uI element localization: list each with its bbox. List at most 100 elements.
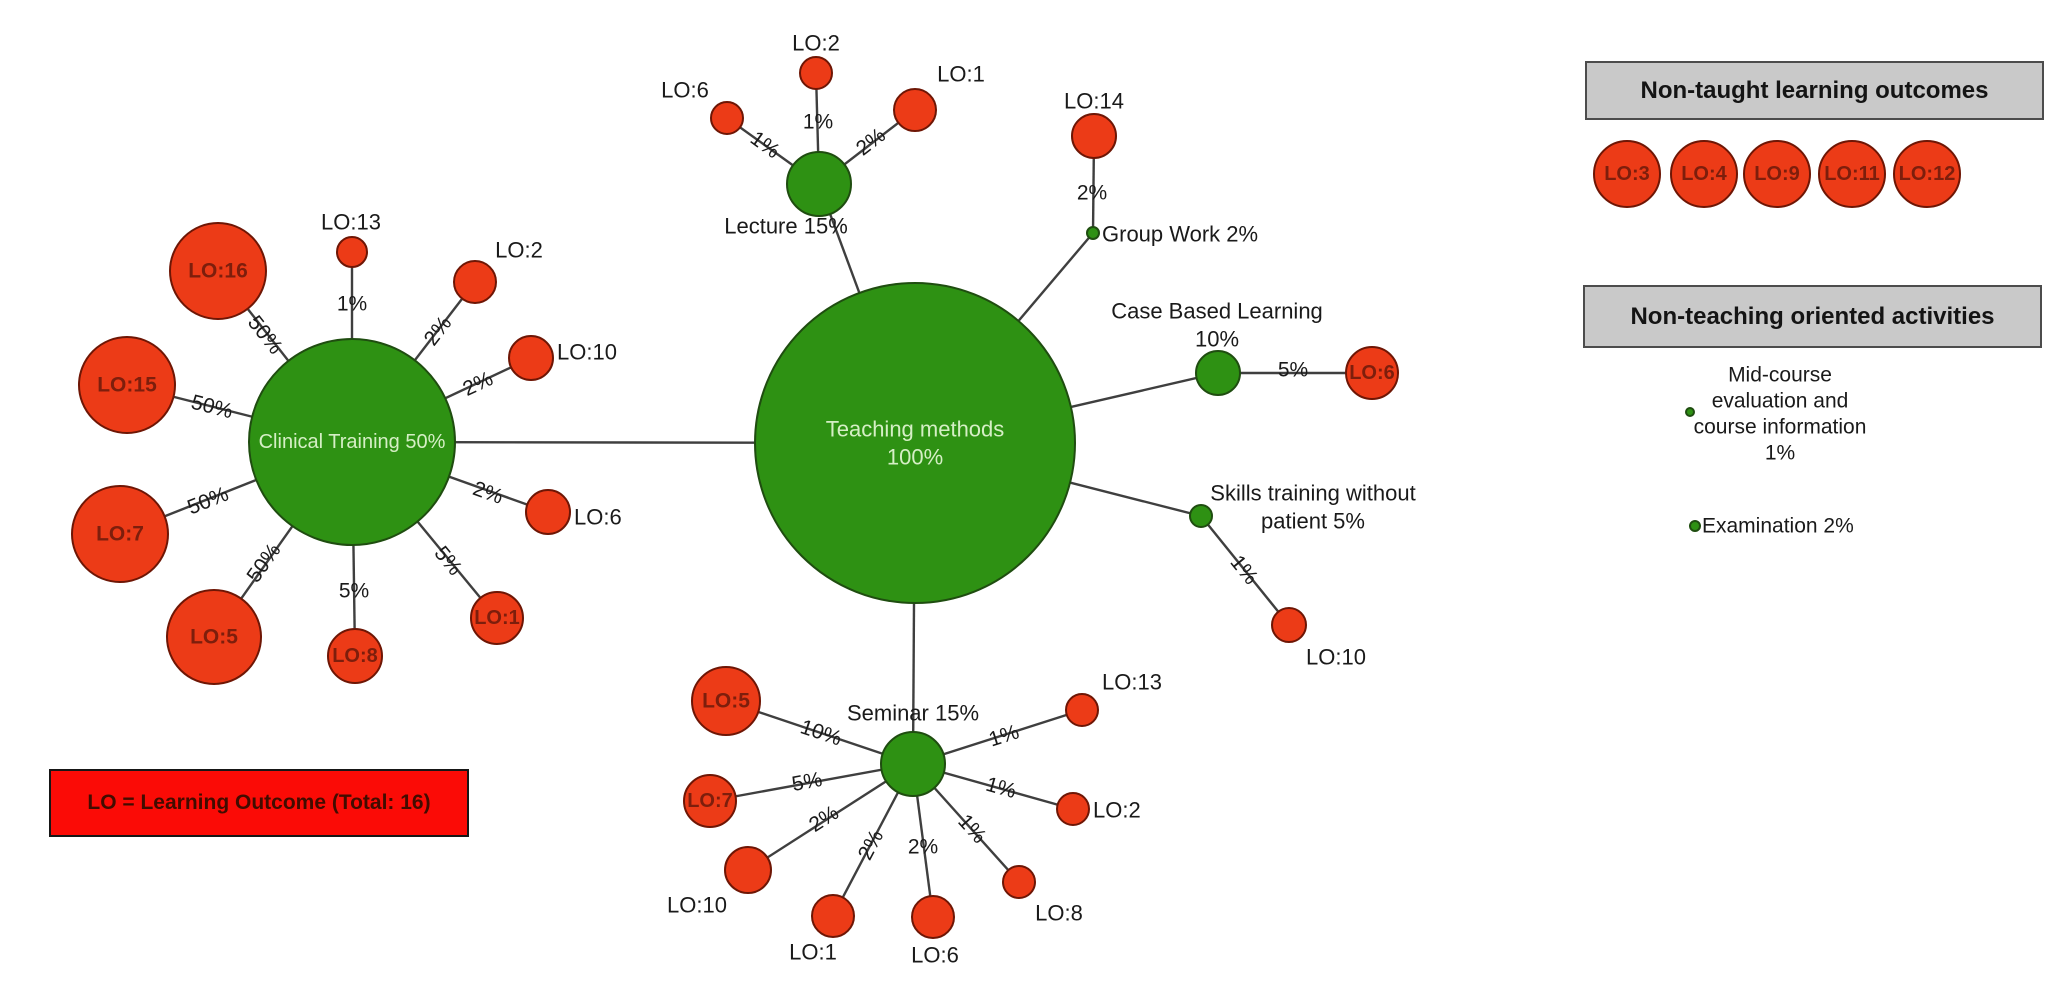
node-se-lo2 xyxy=(1056,792,1090,826)
edge-label-seminar-se-lo5: 10% xyxy=(797,715,844,750)
edge-skills-s-lo10 xyxy=(1200,515,1290,626)
node-label-midcourse-line1: Mid-course xyxy=(1728,364,1832,387)
node-examination xyxy=(1689,520,1701,532)
node-label-se-lo13: LO:13 xyxy=(1102,670,1162,695)
node-label-teaching-line2: 100% xyxy=(887,445,943,470)
node-groupwork xyxy=(1086,226,1100,240)
node-g-lo14 xyxy=(1071,113,1117,159)
node-skills xyxy=(1189,504,1213,528)
node-se-lo13 xyxy=(1065,693,1099,727)
node-label-c-lo8: LO:8 xyxy=(332,645,378,667)
non-teaching-panel-header: Non-teaching oriented activities xyxy=(1583,285,2042,348)
edge-label-groupwork-g-lo14: 2% xyxy=(1077,182,1107,205)
node-c-lo6 xyxy=(525,489,571,535)
node-label-seminar: Seminar 15% xyxy=(847,701,979,726)
non-taught-panel-header: Non-taught learning outcomes xyxy=(1585,61,2044,120)
node-label-c-lo16: LO:16 xyxy=(188,260,248,283)
edge-label-skills-s-lo10: 1% xyxy=(1226,551,1263,589)
node-c-lo2 xyxy=(453,260,497,304)
node-label-nt-lo12: LO:12 xyxy=(1899,163,1956,185)
node-seminar xyxy=(880,731,946,797)
node-se-lo1 xyxy=(811,894,855,938)
node-c-lo1 xyxy=(470,591,524,645)
edge-seminar-se-lo7 xyxy=(709,762,914,803)
edge-label-clinical-c-lo6: 2% xyxy=(470,477,506,509)
node-l-lo1 xyxy=(893,88,937,132)
node-c-lo15 xyxy=(78,336,176,434)
node-label-nt-lo4: LO:4 xyxy=(1681,163,1727,185)
node-label-teaching-line1: Teaching methods xyxy=(826,417,1005,442)
edge-label-seminar-se-lo2: 1% xyxy=(983,773,1018,803)
node-label-l-lo6: LO:6 xyxy=(661,78,709,103)
node-label-skills-line1: Skills training without xyxy=(1210,481,1415,506)
edge-label-clinical-c-lo15: 50% xyxy=(189,391,235,424)
node-c-lo8 xyxy=(327,628,383,684)
node-label-nt-lo9: LO:9 xyxy=(1754,163,1800,185)
node-l-lo6 xyxy=(710,101,744,135)
node-nt-lo12 xyxy=(1893,140,1961,208)
node-label-nt-lo3: LO:3 xyxy=(1604,163,1650,185)
node-cb-lo6 xyxy=(1345,346,1399,400)
node-c-lo13 xyxy=(336,236,368,268)
edge-label-seminar-se-lo10: 2% xyxy=(805,801,843,837)
edge-label-clinical-c-lo8: 5% xyxy=(339,580,369,603)
node-label-clinical: Clinical Training 50% xyxy=(259,431,446,453)
node-casebased xyxy=(1195,350,1241,396)
node-label-c-lo2: LO:2 xyxy=(495,238,543,263)
node-label-s-lo10: LO:10 xyxy=(1306,645,1366,670)
edge-label-seminar-se-lo1: 2% xyxy=(854,826,889,864)
node-label-se-lo10: LO:10 xyxy=(667,893,727,918)
node-label-skills-line2: patient 5% xyxy=(1261,509,1365,534)
edge-label-clinical-c-lo13: 1% xyxy=(337,293,367,316)
node-label-se-lo6: LO:6 xyxy=(911,943,959,968)
node-label-g-lo14: LO:14 xyxy=(1064,89,1124,114)
node-label-groupwork: Group Work 2% xyxy=(1102,222,1258,247)
node-nt-lo11 xyxy=(1818,140,1886,208)
node-l-lo2 xyxy=(799,56,833,90)
node-label-casebased-line2: 10% xyxy=(1195,327,1239,352)
edge-label-casebased-cb-lo6: 5% xyxy=(1278,359,1308,382)
node-label-c-lo1: LO:1 xyxy=(474,607,520,629)
node-c-lo7 xyxy=(71,485,169,583)
edge-label-seminar-se-lo13: 1% xyxy=(986,720,1022,751)
edge-label-clinical-c-lo7: 50% xyxy=(184,483,232,520)
node-label-se-lo5: LO:5 xyxy=(702,690,750,713)
node-label-se-lo8: LO:8 xyxy=(1035,901,1083,926)
node-se-lo5 xyxy=(691,666,761,736)
node-label-midcourse-line3: course information xyxy=(1694,416,1867,439)
node-label-cb-lo6: LO:6 xyxy=(1349,362,1395,384)
node-label-c-lo6: LO:6 xyxy=(574,505,622,530)
node-label-midcourse-line2: evaluation and xyxy=(1712,390,1849,413)
node-label-c-lo15: LO:15 xyxy=(97,374,157,397)
node-se-lo8 xyxy=(1002,865,1036,899)
node-nt-lo4 xyxy=(1670,140,1738,208)
node-c-lo16 xyxy=(169,222,267,320)
node-teaching xyxy=(754,282,1076,604)
node-label-se-lo7: LO:7 xyxy=(687,790,733,812)
node-label-c-lo7: LO:7 xyxy=(96,523,144,546)
edge-label-clinical-c-lo2: 2% xyxy=(420,312,457,350)
node-label-l-lo1: LO:1 xyxy=(937,62,985,87)
node-label-examination: Examination 2% xyxy=(1702,515,1854,538)
edge-label-lecture-l-lo2: 1% xyxy=(803,111,833,134)
node-label-l-lo2: LO:2 xyxy=(792,31,840,56)
node-se-lo7 xyxy=(683,774,737,828)
node-label-se-lo1: LO:1 xyxy=(789,940,837,965)
node-nt-lo3 xyxy=(1593,140,1661,208)
node-clinical xyxy=(248,338,456,546)
node-label-casebased-line1: Case Based Learning xyxy=(1111,299,1323,324)
node-midcourse xyxy=(1685,407,1695,417)
edge-label-clinical-c-lo10: 2% xyxy=(459,367,496,401)
node-label-c-lo10: LO:10 xyxy=(557,340,617,365)
node-se-lo10 xyxy=(724,846,772,894)
node-label-c-lo13: LO:13 xyxy=(321,210,381,235)
node-lecture xyxy=(786,151,852,217)
node-se-lo6 xyxy=(911,895,955,939)
edge-label-seminar-se-lo6: 2% xyxy=(908,836,938,859)
lo-legend-note: LO = Learning Outcome (Total: 16) xyxy=(49,769,469,837)
node-label-se-lo2: LO:2 xyxy=(1093,798,1141,823)
node-label-c-lo5: LO:5 xyxy=(190,626,238,649)
node-label-midcourse-line4: 1% xyxy=(1765,442,1795,465)
node-label-lecture: Lecture 15% xyxy=(724,214,848,239)
